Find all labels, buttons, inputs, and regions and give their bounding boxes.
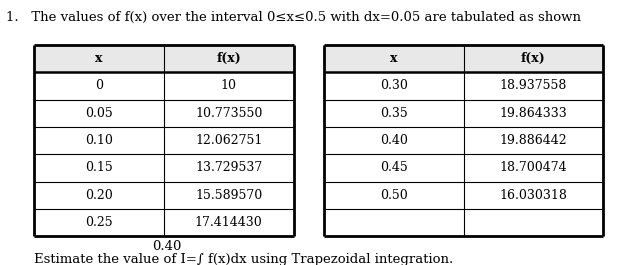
Text: 1.   The values of f(x) over the interval 0≤x≤0.5 with dx=0.05 are tabulated as : 1. The values of f(x) over the interval …: [6, 11, 581, 24]
Text: 17.414430: 17.414430: [195, 216, 263, 229]
Text: 0.20: 0.20: [85, 189, 112, 202]
Text: 0: 0: [95, 80, 103, 92]
Text: 0.40: 0.40: [380, 134, 408, 147]
Text: 18.937558: 18.937558: [499, 80, 567, 92]
Text: 12.062751: 12.062751: [195, 134, 263, 147]
Text: 0.35: 0.35: [380, 107, 408, 120]
Text: 0.50: 0.50: [380, 189, 408, 202]
Text: 13.729537: 13.729537: [195, 161, 262, 174]
Text: x: x: [390, 52, 398, 65]
Text: 19.864333: 19.864333: [499, 107, 567, 120]
Text: 10: 10: [221, 80, 237, 92]
Bar: [324, 45, 603, 72]
Text: 0.40: 0.40: [152, 240, 182, 253]
Text: f(x): f(x): [216, 52, 241, 65]
Text: 10.773550: 10.773550: [195, 107, 263, 120]
Text: Estimate the value of I=∫ f(x)dx using Trapezoidal integration.: Estimate the value of I=∫ f(x)dx using T…: [34, 253, 453, 265]
Text: 0.25: 0.25: [85, 216, 112, 229]
Bar: [34, 45, 294, 72]
Text: 15.589570: 15.589570: [195, 189, 262, 202]
Text: 0.05: 0.05: [85, 107, 112, 120]
Text: 18.700474: 18.700474: [499, 161, 567, 174]
Text: 0.30: 0.30: [380, 80, 408, 92]
Text: 19.886442: 19.886442: [499, 134, 567, 147]
Text: 0.10: 0.10: [85, 134, 113, 147]
Text: x: x: [95, 52, 103, 65]
Text: f(x): f(x): [520, 52, 546, 65]
Text: 0.45: 0.45: [380, 161, 408, 174]
Text: 16.030318: 16.030318: [499, 189, 567, 202]
Text: 0.15: 0.15: [85, 161, 112, 174]
